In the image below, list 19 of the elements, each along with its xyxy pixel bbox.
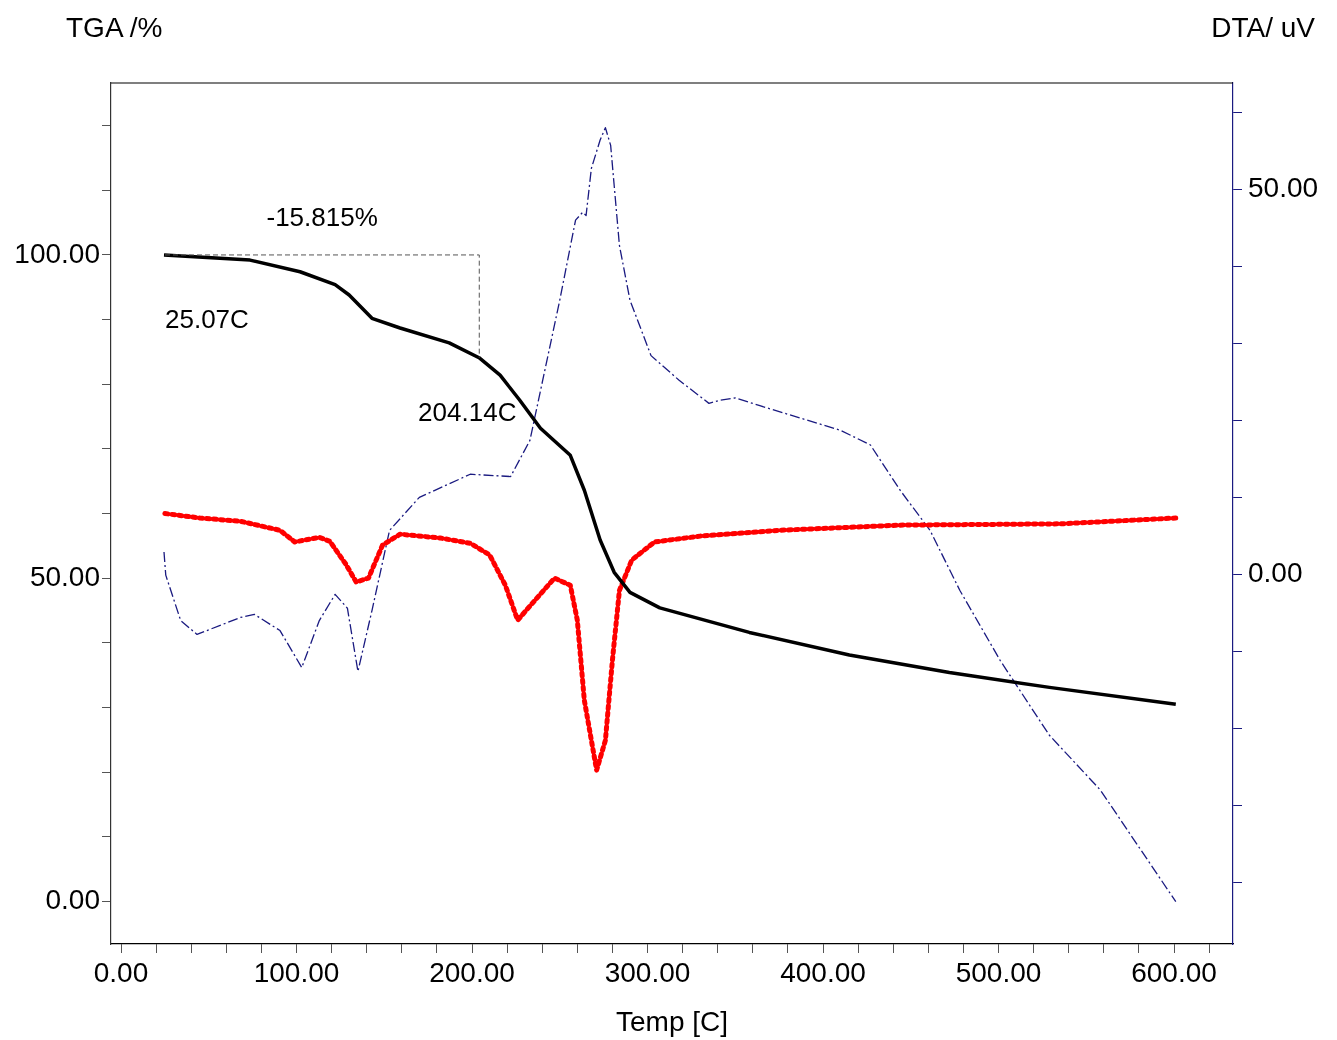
line-series xyxy=(163,127,1177,903)
x-tick-label: 0.00 xyxy=(93,956,149,988)
x-tick-label: 600.00 xyxy=(1131,956,1217,988)
y2-axis-title: DTA/ uV xyxy=(1211,12,1315,44)
y-tick-label: 100.00 xyxy=(14,237,100,269)
x-tick-label: 500.00 xyxy=(955,956,1042,988)
y-axis-title: TGA /% xyxy=(66,12,163,44)
x-tick-label: 300.00 xyxy=(604,956,691,988)
x-tick-label: 100.00 xyxy=(253,956,340,988)
y-tick-label: 0.00 xyxy=(45,884,100,916)
y-tick-label: 50.00 xyxy=(29,560,100,592)
x-tick-label: 400.00 xyxy=(780,956,866,988)
annotation: -15.815% xyxy=(266,202,378,233)
y2-tick-label: 0.00 xyxy=(1248,557,1303,589)
annotation: 25.07C xyxy=(165,304,249,335)
x-tick-label: 200.00 xyxy=(429,956,515,988)
annotation: 204.14C xyxy=(418,396,517,427)
y2-tick-label: 50.00 xyxy=(1248,172,1319,203)
x-axis-title: Temp [C] xyxy=(615,1005,729,1037)
